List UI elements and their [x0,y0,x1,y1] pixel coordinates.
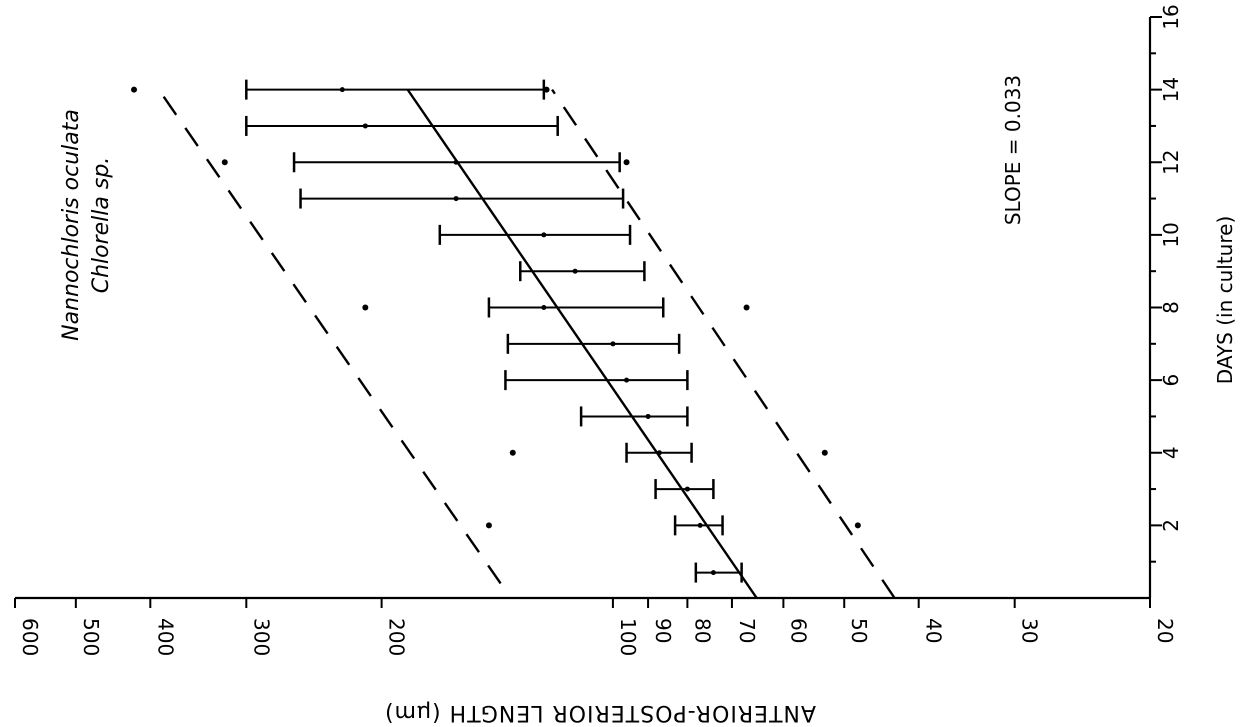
scatter-point-1 [854,522,861,529]
x-tick-label-3: 8 [1159,301,1183,314]
x-tick-label-6: 14 [1159,77,1183,102]
mean-point-5 [624,377,630,383]
scatter-point-0 [485,522,492,529]
scatter-point-9 [543,86,550,93]
y-tick-label-1: 30 [1018,618,1042,643]
y-tick-label-3: 50 [847,618,871,643]
mean-point-4 [645,413,651,419]
y-tick-label-9: 200 [385,618,409,656]
scatter-point-2 [509,449,516,456]
y-tick-label-10: 300 [249,618,273,656]
slope-annotation: SLOPE = 0.033 [1001,75,1025,225]
x-tick-label-5: 12 [1159,150,1183,175]
trend-line-dashed-1 [157,88,502,585]
y-tick-label-5: 70 [735,618,759,643]
scatter-point-3 [821,449,828,456]
legend-entry-2: Chlorella sp. [89,157,114,294]
y-tick-label-11: 400 [153,618,177,656]
y-tick-label-13: 600 [18,618,42,656]
mean-point-13 [339,87,345,93]
y-tick-label-7: 90 [651,618,675,643]
mean-point-2 [684,486,690,492]
y-tick-label-6: 80 [690,618,714,643]
legend-entry-1: Nannochloris oculata [59,109,84,341]
mean-point-8 [572,268,578,274]
x-tick-label-1: 4 [1159,446,1183,459]
y-tick-label-0: 20 [1153,618,1177,643]
plot-area: 20 30 40 50 60 70 80 90 100 200 300 400 500 600 2 4 6 8 10… [14,4,1183,656]
y-tick-label-12: 500 [79,618,103,656]
scatter-point-5 [743,304,750,311]
mean-point-6 [610,341,616,347]
x-tick-label-2: 6 [1159,374,1183,387]
mean-point-7 [541,305,547,310]
mean-point-1 [697,522,703,528]
x-tick-label-7: 16 [1159,4,1183,29]
mean-point-0 [710,570,716,576]
chart-xlabel: DAYS (in culture) [1213,216,1237,384]
scatter-point-4 [362,304,369,311]
mean-point-10 [453,196,459,202]
y-tick-label-2: 40 [922,618,946,643]
scatter-point-6 [221,159,228,166]
y-tick-label-4: 60 [786,618,810,643]
mean-point-3 [656,450,662,456]
chart-ylabel: ANTERIOR-POSTERIOR LENGTH (µm) [384,700,816,725]
mean-point-11 [453,159,459,165]
trend-line-dashed-2 [551,88,896,599]
x-tick-label-0: 2 [1159,519,1183,532]
scatter-point-8 [131,86,138,93]
scatter-point-7 [623,159,630,166]
y-tick-label-8: 100 [616,618,640,656]
mean-point-12 [362,123,368,129]
mean-point-9 [541,232,547,238]
x-tick-label-4: 10 [1159,222,1183,247]
